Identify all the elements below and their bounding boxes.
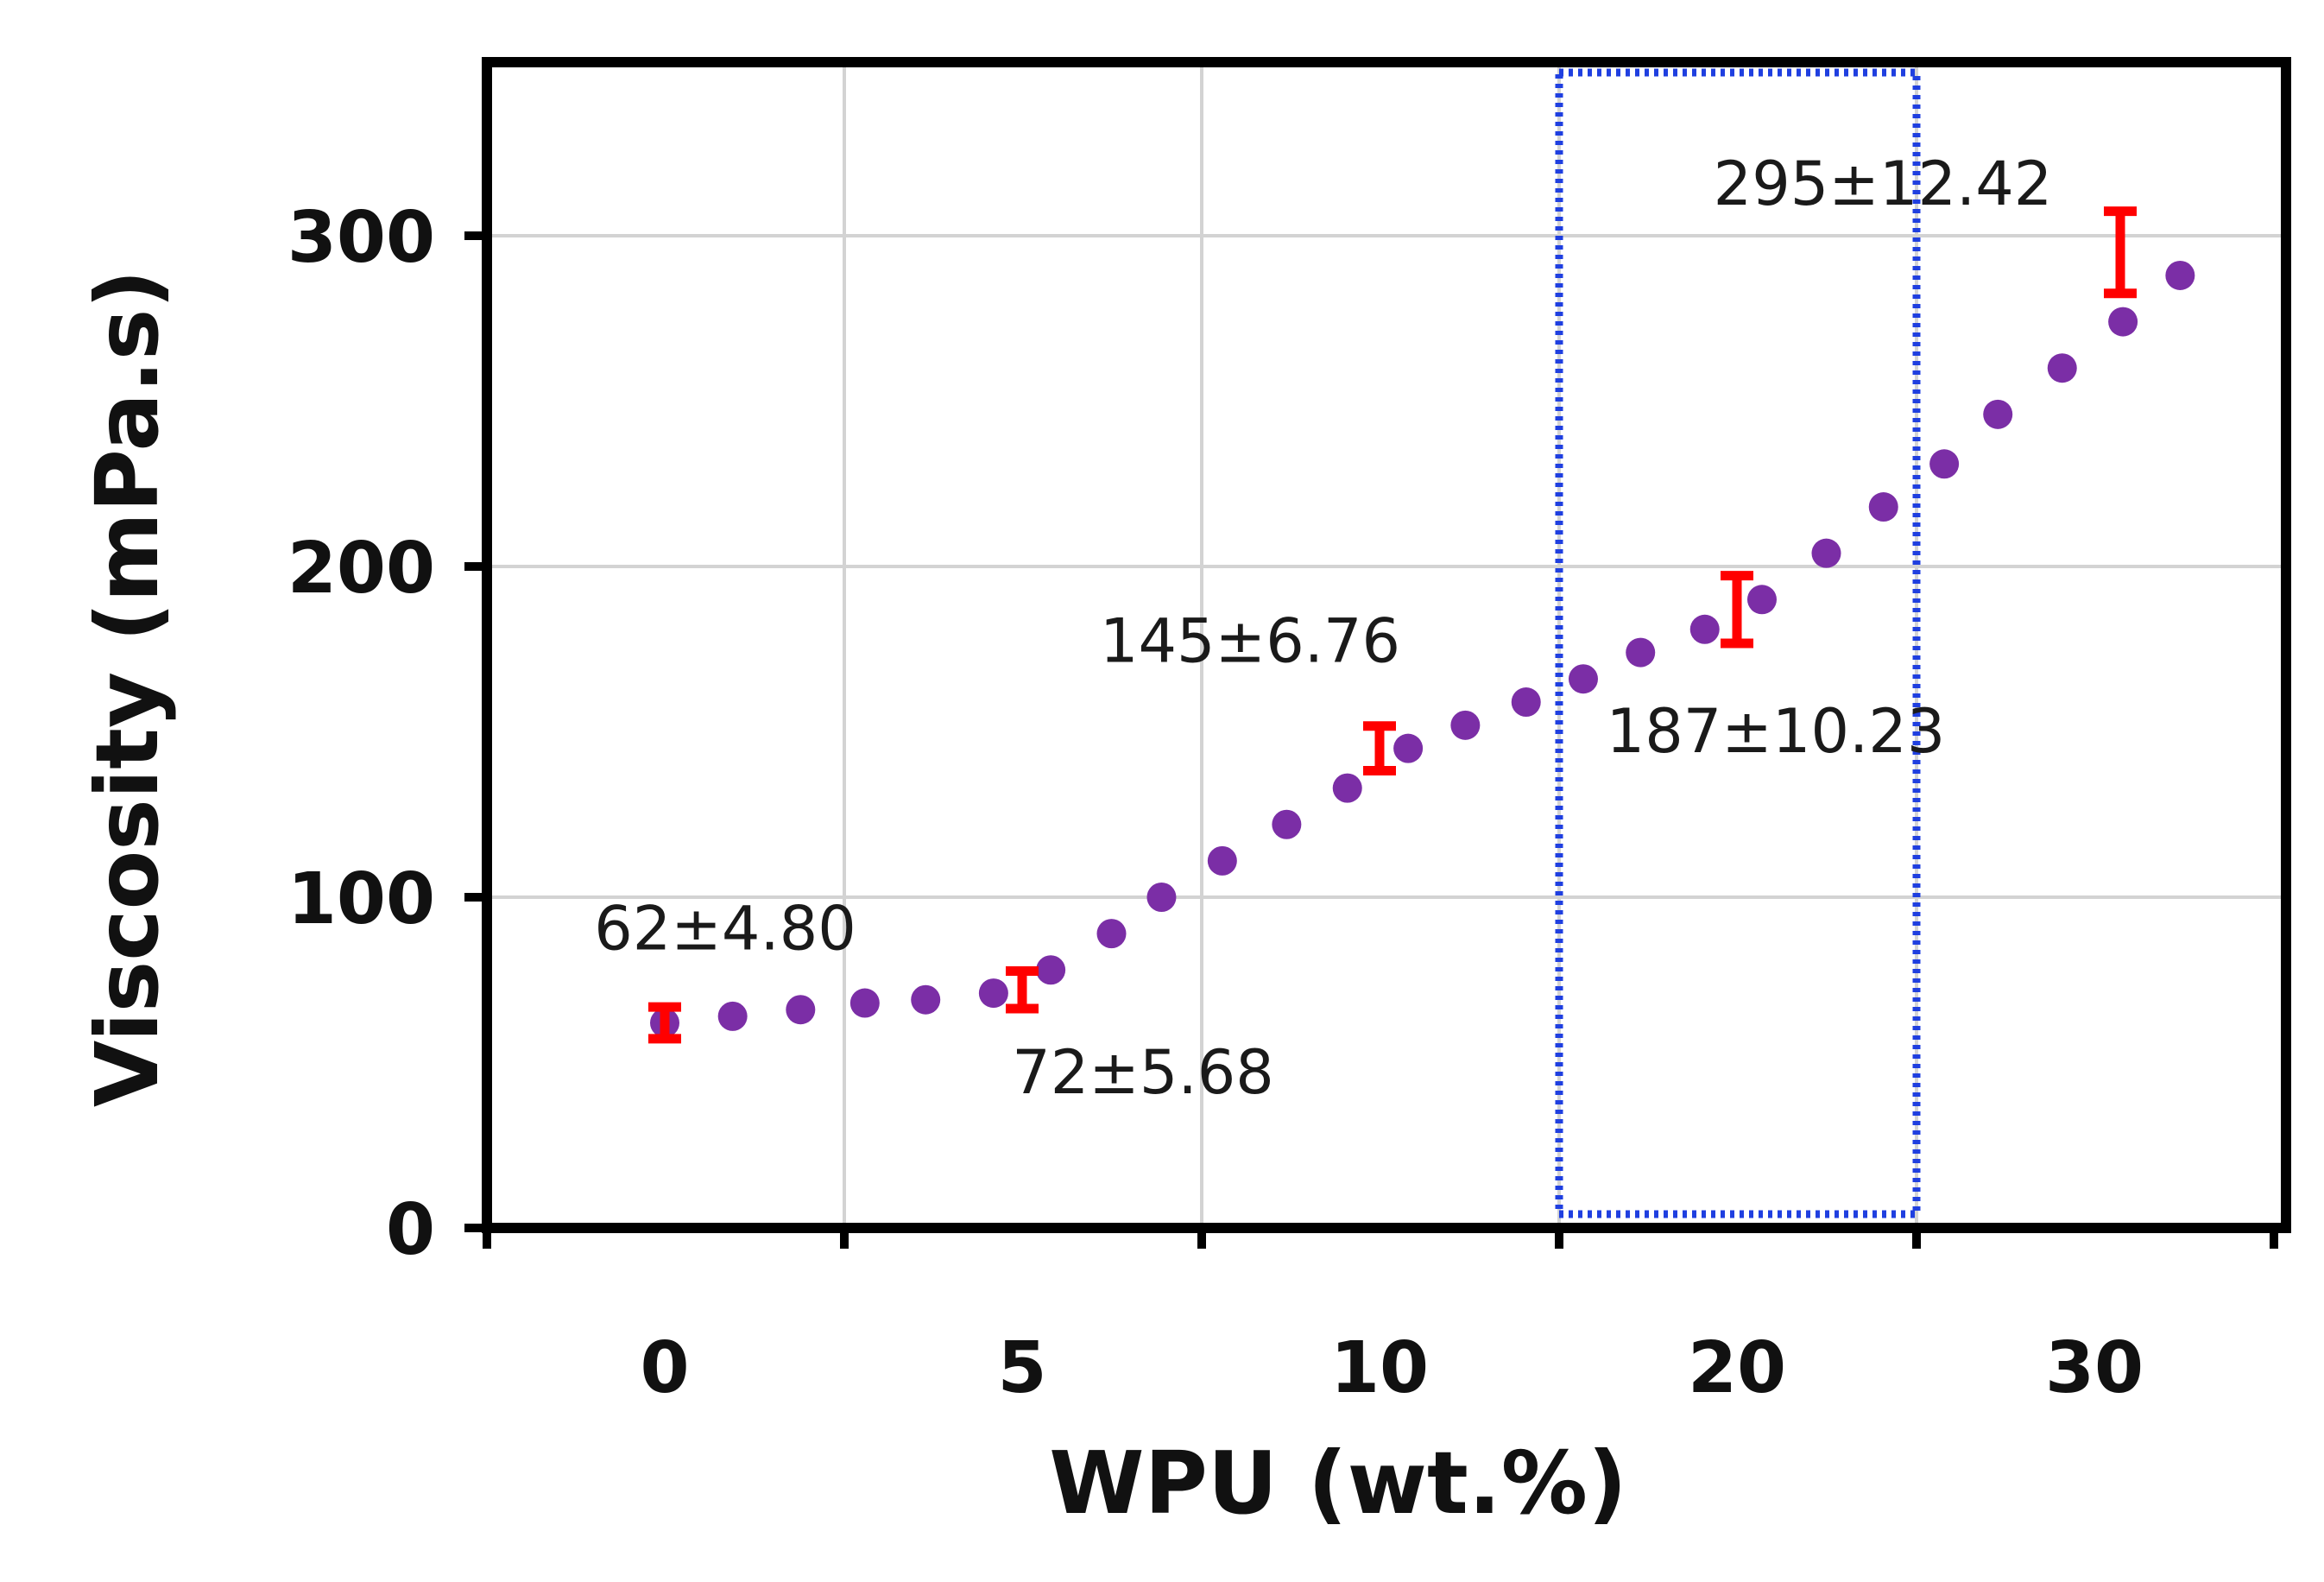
trend-point bbox=[786, 995, 816, 1025]
error-bar bbox=[1721, 571, 1753, 649]
x-tick-label: 5 bbox=[997, 1327, 1046, 1409]
error-bar bbox=[1363, 721, 1396, 776]
x-tick-label: 20 bbox=[1688, 1327, 1786, 1409]
trend-point bbox=[2047, 353, 2077, 383]
data-label: 72±5.68 bbox=[1012, 1037, 1274, 1108]
trend-point bbox=[1626, 637, 1656, 668]
trend-point bbox=[1207, 845, 1237, 876]
trend-point bbox=[2165, 260, 2195, 290]
data-label: 145±6.76 bbox=[1100, 606, 1400, 677]
y-tick-label: 100 bbox=[287, 858, 435, 940]
data-label: 62±4.80 bbox=[594, 894, 856, 965]
y-tick-label: 0 bbox=[386, 1189, 435, 1271]
trend-point bbox=[2108, 307, 2138, 337]
data-labels: 62±4.80 72±5.68 145±6.76 187±10.23 295±12.42 bbox=[594, 149, 2052, 1108]
data-label: 295±12.42 bbox=[1714, 149, 2053, 219]
error-bars bbox=[648, 206, 2137, 1044]
plot-frame bbox=[482, 57, 2291, 1233]
trend-point bbox=[1272, 809, 1302, 839]
error-bar bbox=[2104, 206, 2137, 299]
x-tick-label: 30 bbox=[2045, 1327, 2144, 1409]
trend-point bbox=[1146, 883, 1177, 912]
trend-point bbox=[1568, 664, 1598, 694]
trend-point bbox=[1511, 687, 1541, 718]
trend-point bbox=[1450, 710, 1481, 740]
trend-point bbox=[717, 1001, 748, 1031]
trend-point bbox=[1096, 919, 1127, 949]
axes: 0 100 200 300 0 5 10 20 30 bbox=[287, 57, 2291, 1409]
y-tick-label: 200 bbox=[287, 528, 435, 610]
trend-point bbox=[1929, 449, 1960, 479]
y-tick-label: 300 bbox=[287, 197, 435, 279]
x-axis-title: WPU (wt.%) bbox=[1049, 1433, 1626, 1534]
trend-point bbox=[1811, 538, 1841, 568]
trend-point bbox=[1393, 733, 1424, 763]
error-bar bbox=[1006, 965, 1039, 1014]
trend-series bbox=[650, 260, 2195, 1038]
x-tick-label: 10 bbox=[1330, 1327, 1429, 1409]
trend-point bbox=[1036, 955, 1066, 985]
trend-point bbox=[1746, 585, 1777, 615]
error-bar bbox=[648, 1002, 681, 1044]
trend-point bbox=[1868, 492, 1898, 522]
trend-point bbox=[849, 988, 880, 1018]
trend-point bbox=[911, 984, 941, 1015]
x-tick-label: 0 bbox=[640, 1327, 689, 1409]
data-label: 187±10.23 bbox=[1607, 696, 1946, 767]
trend-point bbox=[978, 978, 1008, 1009]
y-axis-title: Viscosity (mPa.s) bbox=[77, 269, 178, 1107]
trend-point bbox=[1332, 773, 1362, 803]
trend-point bbox=[1983, 399, 2013, 429]
trend-point bbox=[1689, 614, 1720, 644]
